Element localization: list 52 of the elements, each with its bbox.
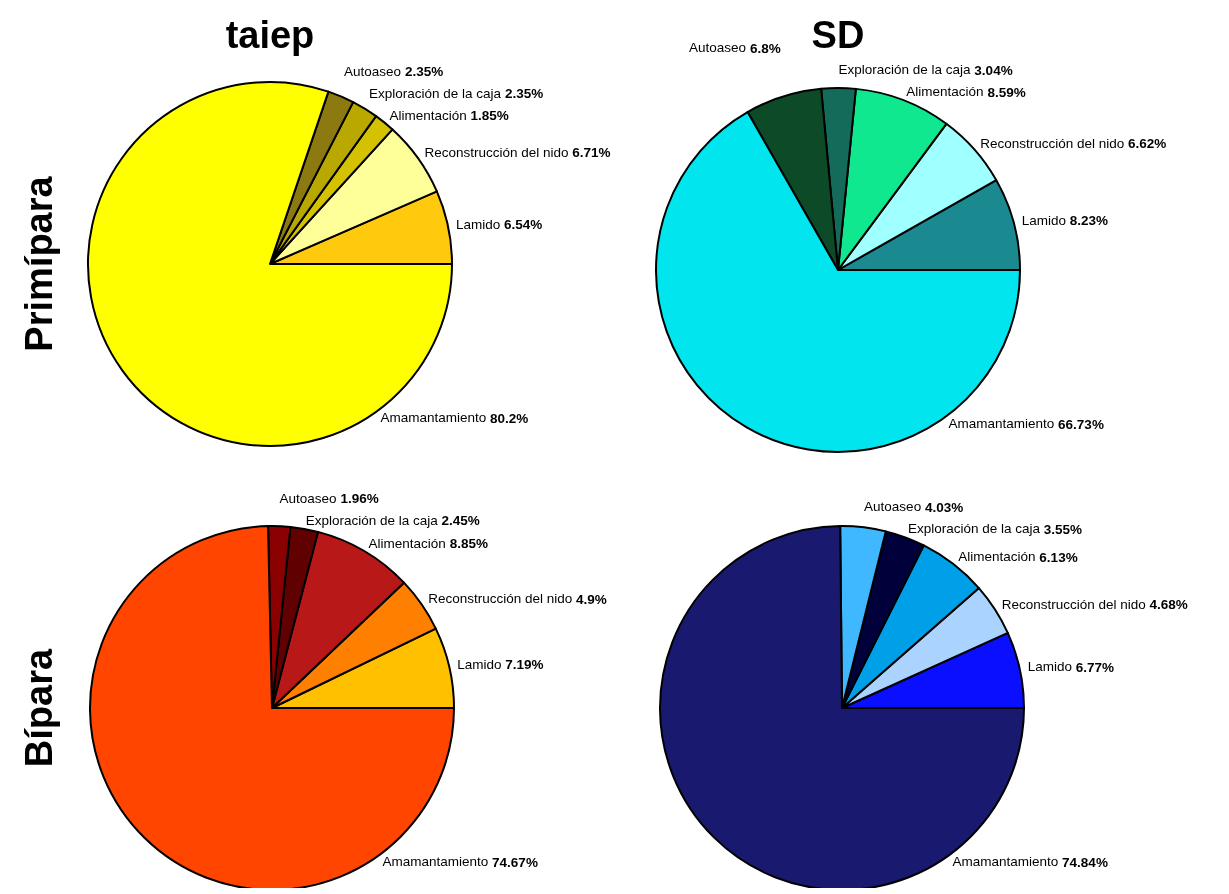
data-label: 8.23% — [1069, 212, 1109, 228]
slice-label: Alimentación — [389, 107, 467, 123]
slice-label: Reconstrucción del nido — [1001, 596, 1146, 612]
data-label: 4.03% — [924, 499, 964, 515]
data-label: 4.68% — [1149, 596, 1188, 612]
slice-label: Exploración de la caja — [838, 62, 971, 78]
slice-label: Autoaseo — [344, 63, 402, 79]
slice-label: Alimentación — [906, 84, 984, 100]
data-label: 3.55% — [1043, 521, 1083, 537]
slice-label: Autoaseo — [864, 499, 922, 515]
chart-title: taiep — [225, 14, 315, 56]
slice-label: Reconstrucción del nido — [428, 591, 573, 607]
slice-label: Amamantamiento — [952, 854, 1059, 870]
data-label: 2.35% — [504, 85, 544, 101]
slice-label: Alimentación — [368, 535, 446, 551]
slice-label: Lamido — [456, 216, 501, 232]
data-label: 8.59% — [987, 84, 1026, 100]
data-label: 80.2% — [490, 410, 529, 426]
slice-label: Reconstrucción del nido — [424, 144, 569, 160]
data-label: 6.62% — [1128, 135, 1167, 151]
data-label: 2.35% — [404, 63, 444, 79]
slice-label: Amamantamiento — [380, 410, 487, 426]
data-label: 74.67% — [492, 854, 538, 870]
data-label: 3.04% — [974, 62, 1013, 78]
data-label: 74.84% — [1062, 854, 1108, 870]
text: Primípara — [18, 175, 60, 352]
slice-label: Exploración de la caja — [369, 85, 502, 101]
data-label: 6.8% — [749, 40, 781, 56]
data-label: 8.85% — [449, 535, 488, 551]
slice-label: Autoaseo — [279, 490, 337, 506]
data-label: 6.54% — [504, 216, 543, 232]
slice-label: Exploración de la caja — [305, 512, 438, 528]
data-label: 2.45% — [441, 512, 480, 528]
data-label: 1.85% — [470, 107, 509, 123]
chart-title: SD — [811, 14, 865, 56]
slice-label: Amamantamiento — [382, 854, 489, 870]
slice-label: Exploración de la caja — [907, 521, 1041, 537]
data-label: 6.77% — [1075, 659, 1115, 675]
slice-label: Amamantamiento — [948, 416, 1055, 432]
data-label: 4.9% — [576, 591, 607, 607]
text: Bípara — [18, 648, 60, 768]
data-label: 66.73% — [1058, 416, 1104, 432]
slice-label: Alimentación — [958, 549, 1036, 565]
data-label: 6.13% — [1039, 549, 1078, 565]
data-label: 1.96% — [340, 490, 379, 506]
data-label: 6.71% — [572, 144, 611, 160]
slice-label: Autoaseo — [689, 40, 747, 56]
slice-label: Lamido — [1021, 212, 1066, 228]
slice-label: Reconstrucción del nido — [980, 135, 1125, 151]
data-label: 7.19% — [505, 657, 544, 673]
slice-label: Lamido — [1027, 659, 1072, 675]
slice-label: Lamido — [457, 657, 502, 673]
